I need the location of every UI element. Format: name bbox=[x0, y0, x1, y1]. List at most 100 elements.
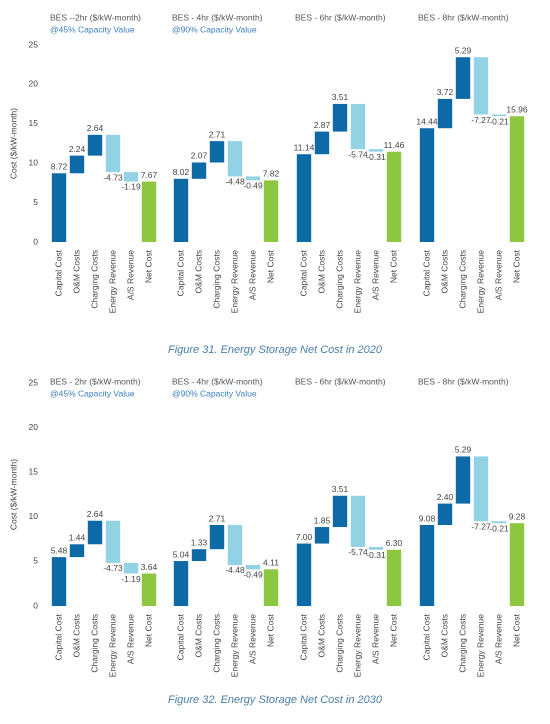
bar bbox=[314, 131, 330, 155]
data-label: -0.31 bbox=[366, 550, 386, 560]
bar bbox=[191, 549, 207, 562]
bar bbox=[437, 503, 453, 526]
bar bbox=[245, 176, 261, 181]
data-label: -0.21 bbox=[489, 523, 509, 533]
x-tick-label: A/S Revenue bbox=[247, 250, 257, 300]
x-tick-label: A/S Revenue bbox=[493, 614, 503, 664]
data-label: -1.19 bbox=[121, 182, 141, 192]
y-tick-label: 20 bbox=[29, 79, 39, 89]
bar bbox=[491, 521, 507, 524]
x-tick-label: O&M Costs bbox=[193, 614, 203, 657]
data-label: -0.49 bbox=[243, 570, 263, 580]
x-tick-label: Energy Revenue bbox=[229, 614, 239, 678]
bar bbox=[350, 103, 366, 150]
x-tick-label: Charging Costs bbox=[89, 250, 99, 309]
data-label: 14.44 bbox=[416, 116, 438, 126]
x-tick-label: Charging Costs bbox=[211, 250, 221, 309]
data-label: 9.08 bbox=[419, 513, 436, 523]
data-label: 8.02 bbox=[173, 167, 190, 177]
bar bbox=[263, 569, 279, 606]
bar bbox=[51, 557, 67, 606]
bar bbox=[368, 149, 384, 152]
x-tick-label: Capital Cost bbox=[53, 249, 63, 296]
bar bbox=[419, 128, 435, 242]
bar bbox=[332, 495, 348, 528]
bar bbox=[141, 181, 157, 242]
figure-caption: Figure 31. Energy Storage Net Cost in 20… bbox=[168, 344, 383, 356]
y-axis-label: Cost ($/kW-month) bbox=[8, 108, 18, 179]
y-axis-label: Cost ($/kW-month) bbox=[8, 459, 18, 530]
bar bbox=[296, 543, 312, 606]
y-tick-label: 5 bbox=[33, 197, 38, 207]
x-tick-label: Net Cost bbox=[265, 249, 275, 283]
data-label: -0.49 bbox=[243, 181, 263, 191]
bar bbox=[419, 525, 435, 606]
bar bbox=[69, 155, 85, 174]
data-label: 5.04 bbox=[173, 549, 190, 559]
bar bbox=[87, 134, 103, 156]
x-tick-label: Energy Revenue bbox=[107, 250, 117, 314]
data-label: -5.74 bbox=[348, 547, 368, 557]
x-tick-label: O&M Costs bbox=[439, 614, 449, 657]
y-tick-label: 10 bbox=[29, 511, 39, 521]
x-tick-label: A/S Revenue bbox=[493, 250, 503, 300]
bar bbox=[69, 544, 85, 558]
bar bbox=[296, 154, 312, 242]
data-label: 2.87 bbox=[314, 120, 331, 130]
bar bbox=[123, 172, 139, 182]
data-label: 1.33 bbox=[191, 537, 208, 547]
data-label: 2.71 bbox=[209, 129, 226, 139]
x-tick-label: Charging Costs bbox=[89, 614, 99, 673]
bar bbox=[509, 116, 525, 242]
data-label: 6.30 bbox=[386, 538, 403, 548]
data-label: -0.21 bbox=[489, 116, 509, 126]
data-label: 2.40 bbox=[437, 492, 454, 502]
data-label: 1.44 bbox=[69, 533, 86, 543]
data-label: 2.64 bbox=[87, 123, 104, 133]
y-tick-label: 15 bbox=[29, 466, 39, 476]
x-tick-label: Net Cost bbox=[511, 613, 521, 647]
bar bbox=[386, 151, 402, 242]
y-tick-label: 10 bbox=[29, 157, 39, 167]
bar bbox=[263, 180, 279, 242]
data-label: -4.73 bbox=[103, 563, 123, 573]
figure-caption: Figure 32. Energy Storage Net Cost in 20… bbox=[168, 694, 383, 706]
bar bbox=[191, 162, 207, 179]
x-tick-label: Capital Cost bbox=[175, 249, 185, 296]
x-tick-label: Charging Costs bbox=[211, 614, 221, 673]
data-label: 3.51 bbox=[332, 92, 349, 102]
x-tick-label: Capital Cost bbox=[53, 613, 63, 660]
data-label: 11.46 bbox=[384, 140, 405, 150]
x-tick-label: Capital Cost bbox=[421, 249, 431, 296]
bar bbox=[123, 562, 139, 574]
x-tick-label: A/S Revenue bbox=[370, 250, 380, 300]
x-tick-label: A/S Revenue bbox=[370, 614, 380, 664]
data-label: 2.24 bbox=[69, 144, 86, 154]
chart-title: BES - 4hr ($/kW-month) bbox=[172, 376, 263, 386]
chart-subtitle: @45% Capacity Value bbox=[50, 388, 135, 398]
x-tick-label: Net Cost bbox=[388, 249, 398, 283]
bar bbox=[455, 57, 471, 99]
x-tick-label: Net Cost bbox=[388, 613, 398, 647]
x-tick-label: O&M Costs bbox=[439, 250, 449, 293]
x-tick-label: Capital Cost bbox=[175, 613, 185, 660]
x-tick-label: Net Cost bbox=[265, 613, 275, 647]
x-tick-label: Charging Costs bbox=[334, 250, 344, 309]
data-label: 7.00 bbox=[296, 532, 313, 542]
bar bbox=[87, 520, 103, 545]
data-label: 2.07 bbox=[191, 151, 208, 161]
x-tick-label: Energy Revenue bbox=[107, 614, 117, 678]
bar bbox=[105, 134, 121, 173]
data-label: 5.29 bbox=[455, 45, 472, 55]
data-label: -7.27 bbox=[471, 522, 491, 532]
bar bbox=[350, 495, 366, 547]
x-tick-label: A/S Revenue bbox=[125, 250, 135, 300]
y-tick-label: 0 bbox=[33, 236, 38, 246]
bar bbox=[437, 98, 453, 129]
chart-title: BES - 8hr ($/kW-month) bbox=[418, 12, 509, 22]
data-label: 3.51 bbox=[332, 484, 349, 494]
x-tick-label: Net Cost bbox=[143, 249, 153, 283]
x-tick-label: Charging Costs bbox=[334, 614, 344, 673]
data-label: -7.27 bbox=[471, 115, 491, 125]
